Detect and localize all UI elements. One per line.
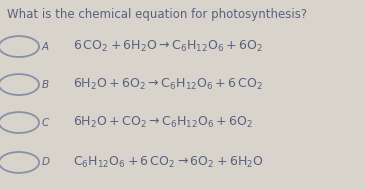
Text: $6\mathrm{H_2O} + 6\mathrm{O_2} \rightarrow \mathrm{C_6H_{12}O_6} + 6\,\mathrm{C: $6\mathrm{H_2O} + 6\mathrm{O_2} \rightar… (73, 77, 263, 92)
Text: $6\,\mathrm{CO_2} + 6\mathrm{H_2O} \rightarrow \mathrm{C_6H_{12}O_6} + 6\mathrm{: $6\,\mathrm{CO_2} + 6\mathrm{H_2O} \righ… (73, 39, 263, 54)
Text: A: A (42, 42, 49, 51)
Text: What is the chemical equation for photosynthesis?: What is the chemical equation for photos… (7, 8, 307, 21)
Text: $\mathrm{C_6H_{12}O_6} + 6\,\mathrm{CO_2} \rightarrow 6\mathrm{O_2} + 6\mathrm{H: $\mathrm{C_6H_{12}O_6} + 6\,\mathrm{CO_2… (73, 155, 264, 170)
Text: C: C (42, 118, 49, 127)
Text: B: B (42, 80, 49, 89)
Text: $6\mathrm{H_2O} + \mathrm{CO_2} \rightarrow \mathrm{C_6H_{12}O_6} + 6\mathrm{O_2: $6\mathrm{H_2O} + \mathrm{CO_2} \rightar… (73, 115, 253, 130)
Text: D: D (42, 158, 50, 167)
